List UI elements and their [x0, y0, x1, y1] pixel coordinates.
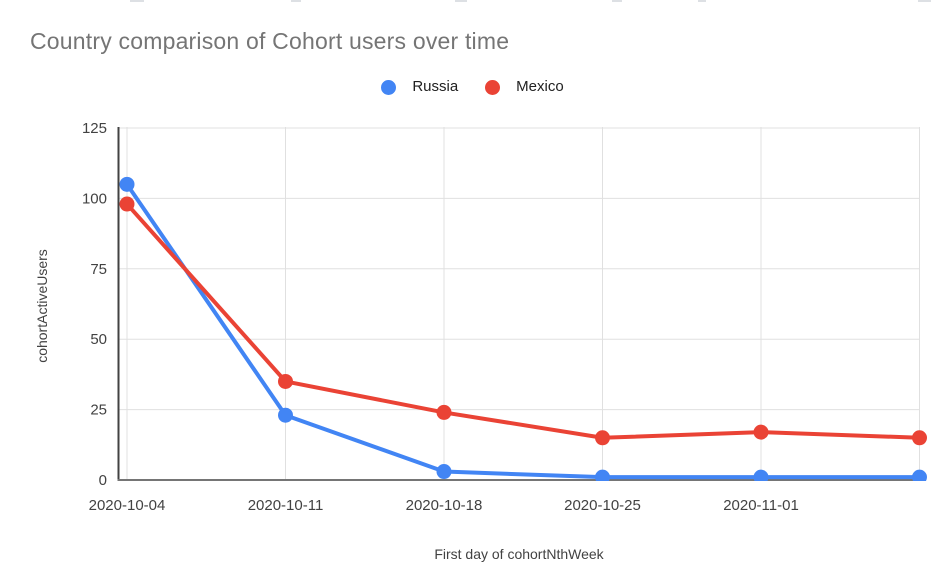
y-tick-label-125: 125	[82, 120, 107, 137]
artifact-dash	[455, 0, 467, 2]
data-point-mexico-4	[753, 424, 769, 440]
x-tick-label-2020-10-25: 2020-10-25	[564, 497, 641, 514]
chart-title: Country comparison of Cohort users over …	[30, 28, 510, 54]
y-tick-label-75: 75	[90, 261, 107, 278]
data-point-russia-1	[278, 407, 293, 423]
data-point-mexico-5	[912, 430, 927, 446]
x-tick-label-2020-10-11: 2020-10-11	[248, 497, 324, 514]
legend-item-mexico: Mexico	[485, 77, 564, 97]
y-tick-label-100: 100	[82, 190, 107, 207]
data-point-mexico-2	[436, 404, 452, 420]
legend-marker-russia-icon	[381, 79, 397, 95]
y-tick-label-25: 25	[90, 402, 107, 419]
data-point-mexico-0	[119, 196, 135, 212]
data-point-mexico-1	[278, 373, 293, 389]
chart-legend: Russia Mexico	[0, 77, 945, 97]
data-point-russia-2	[436, 464, 452, 480]
artifact-dash	[291, 0, 301, 2]
artifact-dash	[130, 0, 144, 2]
data-point-mexico-3	[595, 430, 610, 446]
legend-label-russia: Russia	[412, 78, 459, 95]
series-line-mexico	[125, 202, 922, 440]
x-tick-label-2020-10-04: 2020-10-04	[89, 497, 166, 514]
legend-item-russia: Russia	[381, 77, 458, 97]
y-tick-label-0: 0	[99, 472, 107, 489]
data-point-russia-5	[912, 469, 927, 481]
y-tick-label-50: 50	[90, 331, 107, 348]
legend-marker-mexico-icon	[485, 79, 501, 95]
artifact-dash	[698, 0, 706, 2]
x-tick-label-2020-11-01: 2020-11-01	[723, 497, 799, 514]
x-axis-title: First day of cohortNthWeek	[434, 546, 604, 562]
x-tick-label-2020-10-18: 2020-10-18	[406, 497, 483, 514]
data-point-russia-0	[119, 176, 135, 192]
artifact-dash	[918, 0, 931, 2]
artifact-dash	[612, 0, 622, 2]
data-point-russia-4	[753, 469, 769, 481]
data-point-russia-3	[595, 469, 610, 481]
series-line-russia	[125, 182, 922, 480]
legend-label-mexico: Mexico	[516, 78, 564, 95]
cut-off-content-artifact	[0, 0, 945, 3]
